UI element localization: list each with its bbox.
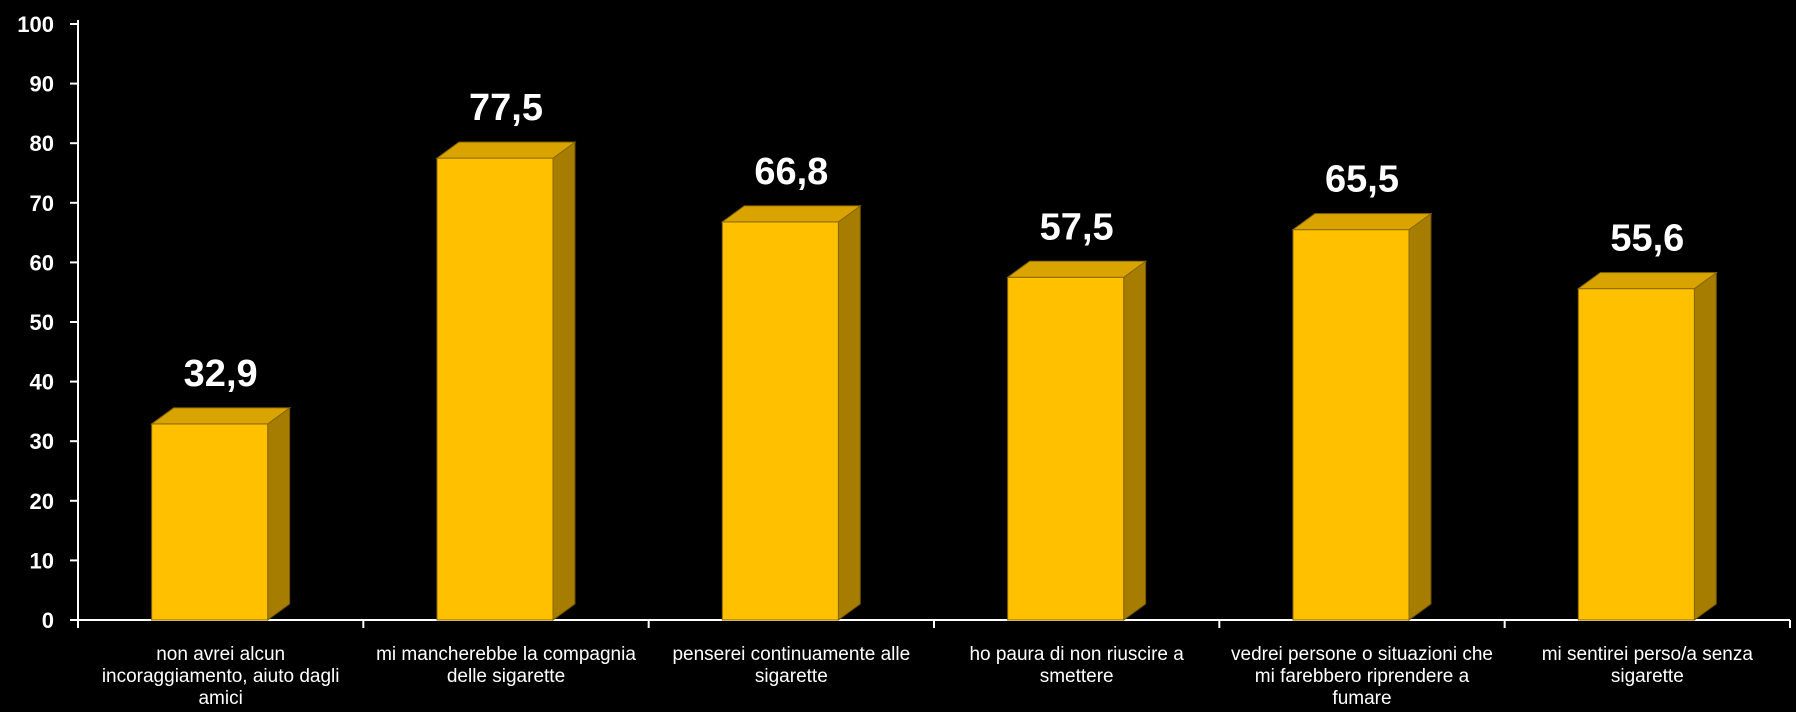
data-label: 77,5	[469, 87, 543, 129]
bar-front	[1007, 276, 1125, 621]
category-label: vedrei persone o situazioni che mi fareb…	[1231, 644, 1493, 709]
bar-top	[1291, 213, 1433, 231]
y-tick-label: 100	[17, 12, 54, 37]
category-label: mi mancherebbe la compagnia delle sigare…	[376, 644, 636, 687]
y-tick-label: 20	[30, 489, 54, 514]
y-tick-label: 0	[42, 608, 54, 633]
data-label: 55,6	[1610, 218, 1684, 260]
bar-top	[1576, 272, 1718, 290]
bar-top	[435, 141, 577, 159]
bar-top	[1006, 260, 1148, 278]
category-label: non avrei alcun incoraggiamento, aiuto d…	[101, 644, 340, 709]
bar-front	[721, 221, 839, 621]
y-tick-label: 30	[30, 429, 54, 454]
bar-front	[436, 157, 554, 621]
bar	[435, 141, 577, 621]
bars	[150, 141, 1718, 621]
category-label: ho paura di non riuscire a smettere	[969, 644, 1184, 687]
data-labels: 32,9 77,5 66,8 57,5 65,5 55,6	[184, 87, 1685, 395]
bar	[1006, 260, 1148, 621]
bar-front	[151, 423, 269, 621]
bar	[1291, 212, 1433, 621]
bar	[720, 204, 862, 621]
category-label: penserei continuamente alle sigarette	[672, 644, 911, 687]
data-label: 66,8	[754, 151, 828, 193]
bar-front	[1577, 288, 1695, 621]
bar-top	[720, 205, 862, 223]
bar-side	[1693, 271, 1717, 621]
data-label: 57,5	[1040, 206, 1114, 248]
bar-top	[150, 407, 292, 425]
y-tick-label: 80	[30, 131, 54, 156]
bar-side	[552, 141, 576, 621]
bar-front	[1292, 229, 1410, 621]
y-tick-label: 70	[30, 191, 54, 216]
category-label: mi sentirei perso/a senza sigarette	[1541, 644, 1753, 687]
x-axis	[77, 619, 1791, 628]
bar-side	[267, 406, 291, 621]
bar-side	[1123, 260, 1147, 621]
bar-side	[1408, 212, 1432, 621]
y-tick-label: 50	[30, 310, 54, 335]
data-label: 32,9	[184, 353, 258, 395]
bar	[1576, 271, 1718, 621]
bar	[150, 406, 292, 621]
y-tick-label: 40	[30, 370, 54, 395]
bar-side	[837, 204, 861, 621]
y-tick-label: 90	[30, 72, 54, 97]
y-tick-label: 10	[30, 548, 54, 573]
y-axis: 0 10 20 30 40 50 60 70 80 90 100	[17, 12, 79, 633]
data-label: 65,5	[1325, 159, 1399, 201]
y-tick-label: 60	[30, 250, 54, 275]
